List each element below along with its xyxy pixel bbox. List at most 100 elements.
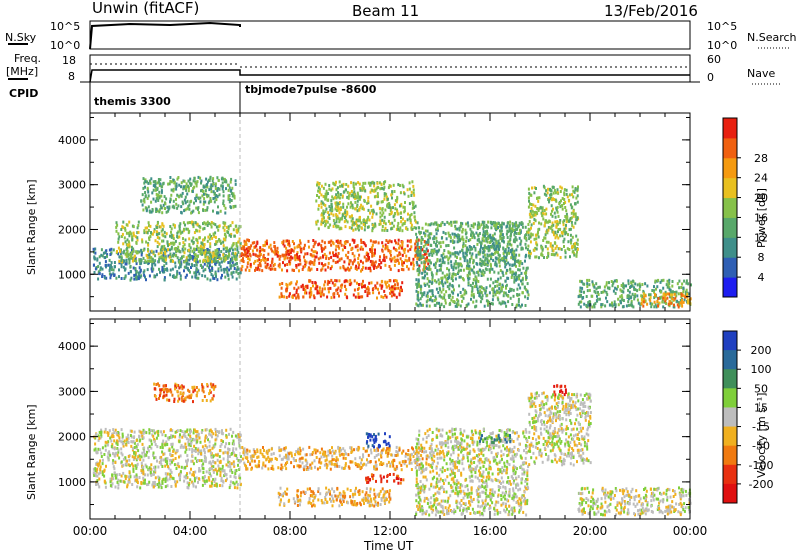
range-gate-cell [285, 246, 288, 250]
range-gate-cell [319, 256, 322, 260]
range-gate-cell [105, 276, 108, 280]
range-gate-cell [451, 232, 454, 236]
range-gate-cell [345, 279, 348, 283]
range-gate-cell [673, 291, 676, 294]
range-gate-cell [659, 296, 662, 300]
range-gate-cell [349, 283, 352, 287]
range-gate-cell [550, 192, 553, 196]
range-gate-cell [140, 259, 143, 263]
range-gate-cell [481, 286, 483, 290]
range-gate-cell [608, 281, 610, 285]
range-gate-cell [521, 276, 524, 280]
range-gate-cell [321, 219, 324, 223]
range-gate-cell [372, 240, 375, 244]
range-gate-cell [169, 225, 172, 228]
range-gate-cell [222, 190, 225, 194]
range-gate-cell [202, 258, 205, 262]
range-gate-cell [530, 226, 532, 230]
range-gate-cell [182, 185, 185, 189]
range-gate-cell [162, 234, 165, 238]
range-gate-cell [382, 244, 385, 248]
range-gate-cell [231, 442, 234, 446]
range-gate-cell [154, 259, 157, 263]
range-gate-cell [176, 429, 179, 433]
range-gate-cell [452, 220, 455, 224]
range-gate-cell [372, 287, 375, 290]
range-gate-cell [398, 228, 401, 232]
range-gate-cell [646, 284, 649, 288]
range-gate-cell [150, 200, 153, 204]
range-gate-cell [217, 238, 220, 242]
range-gate-cell [387, 249, 390, 253]
range-gate-cell [383, 289, 386, 293]
range-gate-cell [316, 194, 318, 197]
range-gate-cell [426, 291, 429, 295]
range-gate-cell [328, 251, 331, 255]
range-gate-cell [154, 443, 157, 447]
range-gate-cell [684, 295, 687, 299]
range-gate-cell [141, 442, 144, 446]
range-gate-cell [254, 259, 257, 263]
range-gate-cell [130, 251, 133, 255]
range-gate-cell [131, 235, 134, 239]
range-gate-cell [193, 251, 196, 255]
range-gate-cell [237, 433, 240, 437]
range-gate-cell [133, 255, 136, 259]
range-gate-cell [539, 205, 542, 209]
range-gate-cell [160, 246, 163, 250]
range-gate-cell [411, 200, 414, 204]
range-gate-cell [636, 294, 639, 298]
range-gate-cell [144, 275, 146, 279]
range-gate-cell [133, 446, 136, 449]
range-gate-cell [401, 281, 404, 285]
range-gate-cell [164, 252, 167, 256]
range-gate-cell [483, 262, 486, 266]
range-gate-cell [563, 193, 566, 197]
range-gate-cell [452, 272, 455, 276]
range-gate-cell [170, 247, 173, 251]
range-gate-cell [668, 278, 671, 282]
range-gate-cell [237, 250, 240, 254]
range-gate-cell [99, 268, 102, 272]
range-gate-cell [365, 287, 368, 291]
range-gate-cell [351, 261, 354, 265]
range-gate-cell [168, 255, 171, 259]
range-gate-cell [554, 236, 557, 240]
range-gate-cell [568, 199, 571, 203]
range-gate-cell [443, 255, 446, 259]
range-gate-cell [278, 265, 281, 269]
range-gate-cell [401, 229, 404, 233]
range-gate-cell [669, 295, 672, 299]
range-gate-cell [504, 291, 507, 295]
range-gate-cell [142, 270, 145, 274]
range-gate-cell [485, 223, 488, 227]
range-gate-cell [371, 249, 373, 253]
range-gate-cell [681, 282, 684, 286]
range-gate-cell [222, 202, 225, 206]
range-gate-cell [139, 486, 142, 490]
range-gate-cell [386, 229, 389, 232]
range-gate-cell [585, 295, 588, 298]
range-gate-cell [297, 244, 300, 248]
range-gate-cell [474, 279, 477, 283]
range-gate-cell [189, 478, 192, 482]
range-gate-cell [196, 244, 199, 248]
range-gate-cell [364, 221, 366, 225]
range-gate-cell [481, 220, 484, 224]
range-gate-cell [143, 269, 146, 273]
range-gate-cell [255, 266, 257, 270]
range-gate-cell [372, 223, 375, 227]
range-gate-cell [548, 198, 551, 202]
range-gate-cell [453, 262, 456, 266]
range-gate-cell [344, 292, 347, 296]
range-gate-cell [241, 252, 243, 256]
range-gate-cell [363, 228, 366, 232]
range-gate-cell [418, 269, 421, 273]
range-gate-cell [475, 281, 477, 285]
range-gate-cell [219, 239, 222, 243]
range-gate-cell [492, 241, 495, 245]
range-gate-cell [223, 180, 226, 184]
range-gate-cell [440, 236, 443, 240]
range-gate-cell [662, 286, 665, 290]
range-gate-cell [460, 221, 462, 225]
